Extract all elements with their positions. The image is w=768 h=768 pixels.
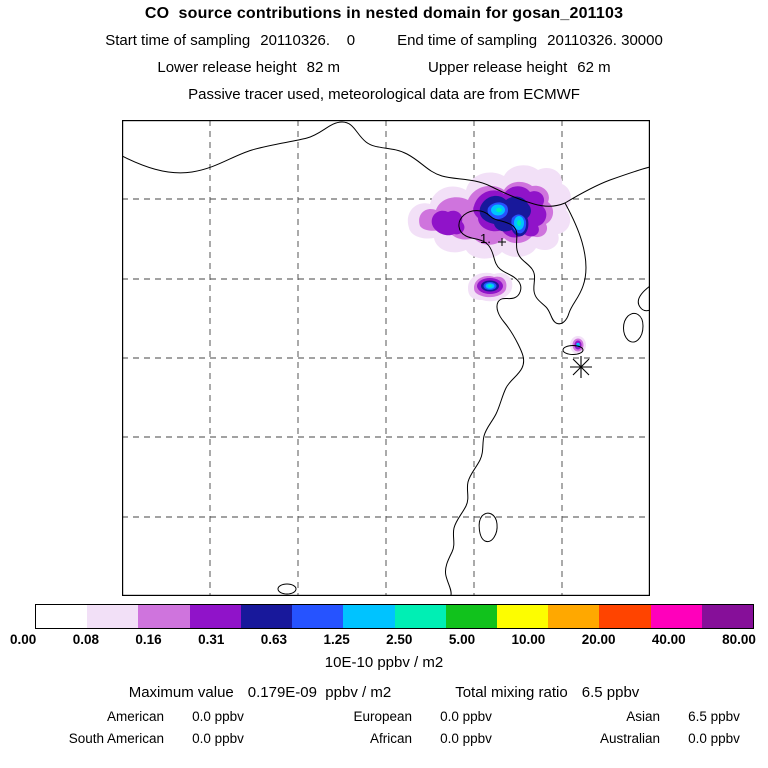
region-label: African — [369, 731, 412, 746]
page-title: CO source contributions in nested domain… — [144, 5, 624, 22]
colorbar-tick-label: 0.31 — [198, 632, 225, 647]
release-point-marker-icon — [498, 238, 506, 246]
region-value: 0.0 ppbv — [440, 731, 492, 746]
plume-contours — [407, 165, 586, 354]
colorbar-tick-label: 10.00 — [511, 632, 546, 647]
graticule-grid — [122, 120, 650, 596]
colorbar-segment — [445, 605, 497, 628]
colorbar-tick-label: 2.50 — [386, 632, 413, 647]
colorbar-segment — [599, 605, 651, 628]
total-mixing-ratio-label: Total mixing ratio — [455, 684, 568, 701]
colorbar-segment — [292, 605, 344, 628]
colorbar-tick-label: 0.08 — [72, 632, 99, 647]
regional-contributions-table: American 0.0 ppbv European 0.0 ppbv Asia… — [14, 709, 754, 746]
end-time-value: 20110326. 30000 — [547, 32, 663, 49]
end-time-label: End time of sampling — [397, 32, 538, 49]
map-svg — [122, 120, 650, 596]
max-value-label: Maximum value — [128, 684, 234, 701]
colorbar-units-label: 10E-10 ppbv / m2 — [324, 654, 444, 671]
station-marker-icon — [570, 356, 592, 378]
colorbar-tick-label: 0.63 — [260, 632, 288, 647]
colorbar-tick-label: 0.16 — [135, 632, 162, 647]
region-value: 0.0 ppbv — [192, 709, 244, 724]
sampling-times-line: Start time of sampling 20110326. 0 End t… — [0, 32, 768, 49]
colorbar-segment — [548, 605, 600, 628]
region-label: Australian — [599, 731, 660, 746]
release-heights-line: Lower release height 82 m Upper release … — [0, 59, 768, 76]
colorbar-tick-label: 5.00 — [448, 632, 476, 647]
colorbar-segment — [240, 605, 293, 628]
total-mixing-ratio-value: 6.5 ppbv — [581, 684, 640, 701]
colorbar-segment — [650, 605, 702, 628]
colorbar-ticks: 0.00 0.08 0.16 0.31 0.63 1.25 2.50 5.00 10.00 20.… — [10, 632, 756, 647]
region-label: Asian — [626, 709, 660, 724]
summary-stats-line: Maximum value 0.179E-09 ppbv / m2 Total … — [0, 684, 768, 701]
region-value: 6.5 ppbv — [688, 709, 740, 724]
coastlines — [122, 121, 650, 596]
region-value: 0.0 ppbv — [688, 731, 740, 746]
region-label: South American — [68, 731, 164, 746]
region-value: 0.0 ppbv — [192, 731, 244, 746]
colorbar-segment — [394, 605, 446, 628]
upper-release-label: Upper release height — [428, 59, 568, 76]
colorbar-tick-label: 80.00 — [722, 632, 756, 647]
region-value: 0.0 ppbv — [440, 709, 492, 724]
colorbar-tick-label: 40.00 — [651, 632, 686, 647]
colorbar-segment — [36, 605, 88, 628]
map-panel: 1. — [122, 120, 650, 596]
colorbar-segment — [87, 605, 139, 628]
region-label: American — [106, 709, 164, 724]
lower-release-label: Lower release height — [157, 59, 297, 76]
colorbar-segment — [701, 605, 754, 628]
colorbar-segment — [496, 605, 549, 628]
colorbar-tick-label: 1.25 — [323, 632, 350, 647]
start-time-label: Start time of sampling — [105, 32, 251, 49]
colorbar — [35, 604, 754, 629]
colorbar-segment — [189, 605, 241, 628]
lower-release-value: 82 m — [306, 59, 340, 76]
region-label: European — [353, 709, 412, 724]
start-time-value: 20110326. 0 — [260, 32, 356, 49]
upper-release-value: 62 m — [577, 59, 611, 76]
map-border — [122, 120, 650, 596]
colorbar-segment — [138, 605, 190, 628]
tracer-note: Passive tracer used, meteorological data… — [188, 86, 580, 103]
plume-number-label: 1. — [480, 231, 491, 246]
colorbar-tick-label: 20.00 — [581, 632, 616, 647]
colorbar-tick-label: 0.00 — [10, 632, 37, 647]
max-value: 0.179E-09 ppbv / m2 — [247, 684, 392, 701]
colorbar-segment — [343, 605, 395, 628]
